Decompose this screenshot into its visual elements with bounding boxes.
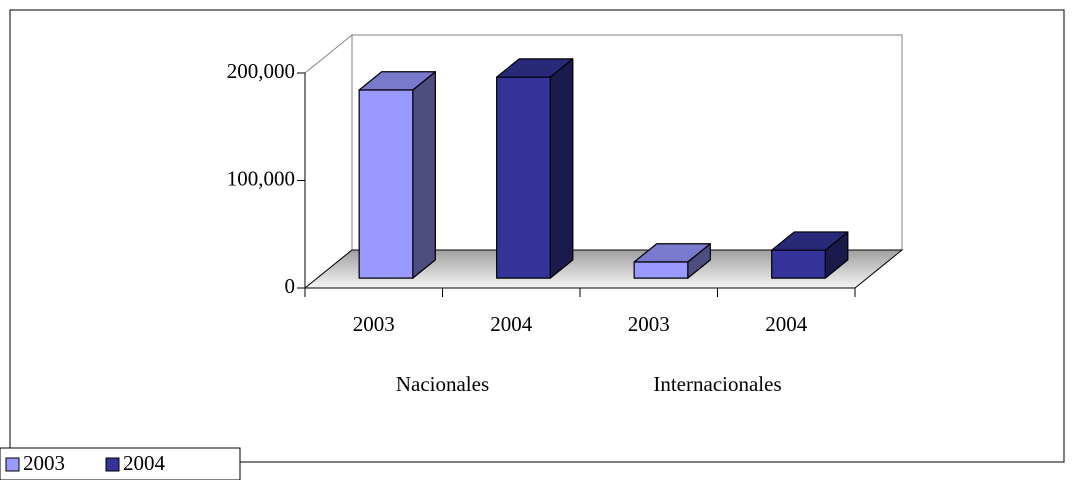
group-label: Internacionales	[653, 372, 781, 396]
bar	[358, 89, 414, 279]
legend-swatch	[5, 457, 20, 472]
y-tick-label: 0	[285, 274, 296, 298]
x-tick-label: 2003	[628, 312, 670, 336]
bar-side	[549, 58, 574, 279]
x-tick-label: 2003	[353, 312, 395, 336]
bar	[496, 76, 551, 279]
legend	[0, 447, 241, 480]
y-tick-label: 200,000	[227, 59, 295, 83]
bar	[633, 261, 689, 279]
legend-label: 2003	[23, 451, 65, 475]
legend-swatch	[105, 457, 120, 472]
side-wall	[304, 33, 353, 290]
bar-side	[412, 71, 436, 279]
x-tick-label: 2004	[490, 312, 533, 336]
x-tick-label: 2004	[765, 312, 808, 336]
bar	[771, 249, 826, 279]
legend-label: 2004	[123, 451, 166, 475]
y-tick-label: 100,000	[227, 166, 295, 190]
group-label: Nacionales	[396, 372, 489, 396]
